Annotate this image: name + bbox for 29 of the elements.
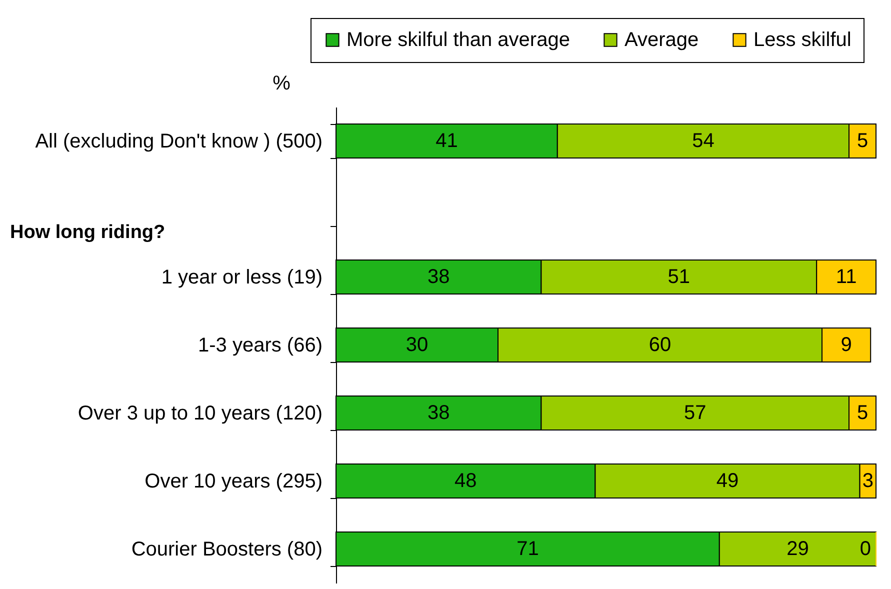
data-label: 29 xyxy=(786,538,809,560)
data-label: 5 xyxy=(856,402,868,424)
data-label: 71 xyxy=(516,538,539,560)
data-label: 48 xyxy=(454,470,477,492)
data-label: 38 xyxy=(427,266,450,288)
y-tick-label: 1 year or less (19) xyxy=(161,266,322,288)
data-label: 49 xyxy=(716,470,739,492)
data-label: 11 xyxy=(836,266,857,288)
data-label: 51 xyxy=(668,266,690,288)
legend-label: Less skilful xyxy=(754,29,852,51)
y-tick-label: 1-3 years (66) xyxy=(198,334,322,356)
legend-label: Average xyxy=(624,29,699,51)
y-tick-label: All (excluding Don't know ) (500) xyxy=(35,130,322,152)
data-label: 57 xyxy=(684,402,706,424)
data-label: 9 xyxy=(840,334,852,356)
y-tick-label: Over 10 years (295) xyxy=(144,470,322,492)
y-tick-label: Over 3 up to 10 years (120) xyxy=(78,402,322,424)
data-label: 30 xyxy=(406,334,428,356)
data-label: 3 xyxy=(862,470,874,492)
data-label: 38 xyxy=(427,402,450,424)
x-axis-title: % xyxy=(272,72,291,94)
data-label: 41 xyxy=(436,130,458,152)
data-label: 60 xyxy=(648,334,672,356)
data-label: 5 xyxy=(856,130,868,152)
y-tick-label: Courier Boosters (80) xyxy=(131,538,322,560)
legend-label: More skilful than average xyxy=(346,29,570,51)
data-label: 54 xyxy=(692,130,714,152)
text: How long riding? xyxy=(10,222,166,243)
data-label: 0 xyxy=(860,538,871,560)
